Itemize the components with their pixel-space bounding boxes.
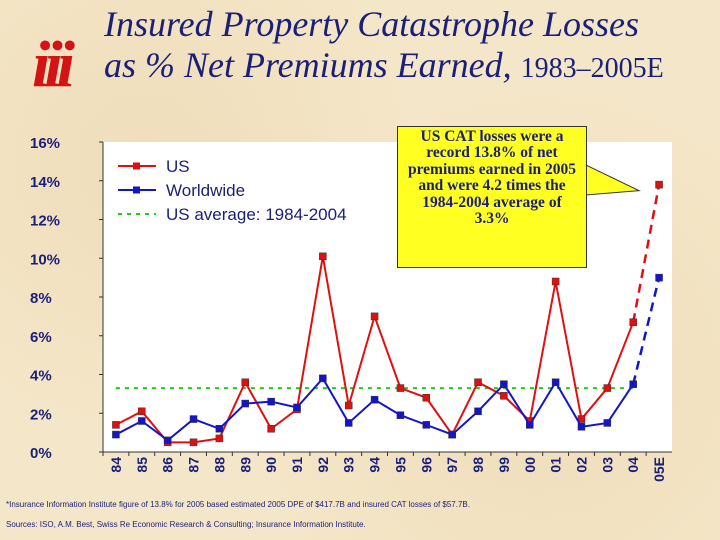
y-tick-label: 8% (30, 290, 52, 307)
page-title: Insured Property Catastrophe Losses as %… (104, 4, 714, 87)
x-tick-label: 94 (367, 457, 383, 473)
x-tick-label: 00 (522, 457, 538, 473)
us-data-point (422, 394, 431, 402)
x-tick-label: 92 (315, 457, 331, 473)
x-tick-label: 02 (573, 457, 589, 473)
worldwide-data-point (215, 425, 224, 433)
worldwide-data-point (396, 411, 405, 419)
worldwide-data-point (138, 417, 146, 425)
title-line-2-text: as % Net Premiums Earned, (104, 45, 512, 86)
y-tick-label: 16% (30, 135, 60, 152)
x-tick-label: 93 (341, 457, 357, 473)
us-data-point (500, 392, 508, 400)
us-data-point (241, 378, 249, 386)
us-data-point (138, 407, 146, 416)
worldwide-data-point (112, 430, 120, 439)
y-tick-label: 4% (30, 368, 52, 385)
y-tick-label: 12% (30, 213, 60, 230)
worldwide-data-point (474, 407, 482, 416)
us-data-point (629, 318, 637, 326)
x-tick-label: 90 (263, 457, 279, 473)
title-line-2: as % Net Premiums Earned, 1983–2005E (104, 45, 714, 86)
x-tick-label: 01 (548, 457, 564, 473)
us-data-point (603, 384, 612, 392)
footnote: *Insurance Information Institute figure … (6, 500, 470, 509)
legend-box (108, 146, 388, 226)
iii-logo: iii (32, 28, 75, 101)
worldwide-data-point (629, 380, 637, 388)
us-data-point (112, 421, 120, 429)
legend-us-label: US (166, 157, 190, 176)
worldwide-data-point (189, 415, 198, 423)
worldwide-data-point (344, 419, 353, 427)
x-tick-label: 88 (211, 457, 227, 473)
sources: Sources: ISO, A.M. Best, Swiss Re Econom… (6, 520, 366, 529)
worldwide-data-point (163, 436, 172, 445)
legend-us-marker (133, 162, 140, 170)
worldwide-data-point (526, 421, 534, 429)
worldwide-data-point (319, 374, 327, 383)
worldwide-data-point (603, 419, 612, 427)
worldwide-data-point (293, 403, 301, 412)
us-data-point (396, 384, 405, 392)
worldwide-data-point (422, 421, 431, 429)
y-tick-label: 2% (30, 406, 52, 423)
worldwide-data-point (551, 378, 560, 386)
worldwide-estimate-line (631, 277, 661, 385)
x-tick-label: 95 (392, 457, 408, 473)
worldwide-data-point (241, 399, 249, 408)
us-data-point (215, 434, 224, 443)
us-data-point (370, 312, 379, 321)
x-tick-label: 05E (651, 457, 667, 482)
worldwide-data-point (370, 395, 379, 404)
title-line-1: Insured Property Catastrophe Losses (104, 4, 639, 44)
worldwide-data-point (577, 423, 586, 431)
worldwide-data-point (267, 397, 275, 406)
us-data-point (189, 438, 198, 447)
x-tick-label: 84 (108, 457, 124, 473)
legend-worldwide-marker (133, 186, 140, 194)
chart-svg: 0% 2% 4% 6% 8% 10% 12% 14% 16% 84 85 86 87 88 89 90 91 92… (30, 135, 672, 482)
us-data-point (319, 252, 327, 261)
us-data-point (551, 277, 560, 286)
x-tick-label: 03 (599, 457, 615, 473)
x-tick-label: 04 (625, 457, 641, 473)
us-data-point (267, 425, 275, 433)
x-tick-label: 87 (186, 457, 202, 473)
worldwide-data-point (500, 380, 508, 388)
y-tick-label: 6% (30, 329, 52, 346)
us-data-point (344, 401, 353, 410)
x-tick-label: 96 (418, 457, 434, 473)
x-tick-label: 98 (470, 457, 486, 473)
x-tick-label: 86 (160, 457, 176, 473)
y-tick-label: 14% (30, 174, 60, 191)
x-tick-label: 97 (444, 457, 460, 473)
worldwide-data-point (655, 273, 663, 282)
x-tick-label: 85 (134, 457, 150, 473)
y-tick-label: 10% (30, 251, 60, 268)
title-years: 1983–2005E (520, 53, 664, 85)
us-estimate-line (631, 184, 661, 323)
x-tick-label: 89 (237, 457, 253, 473)
y-tick-label: 0% (30, 445, 52, 462)
legend-worldwide-label: Worldwide (166, 181, 245, 200)
x-tick-label: 91 (289, 457, 305, 473)
worldwide-data-point (448, 430, 456, 439)
us-data-point (655, 180, 663, 189)
x-tick-label: 99 (496, 457, 512, 473)
callout-box: US CAT losses were a record 13.8% of net… (397, 126, 587, 268)
legend-average-label: US average: 1984-2004 (166, 205, 347, 224)
us-data-point (474, 378, 482, 386)
